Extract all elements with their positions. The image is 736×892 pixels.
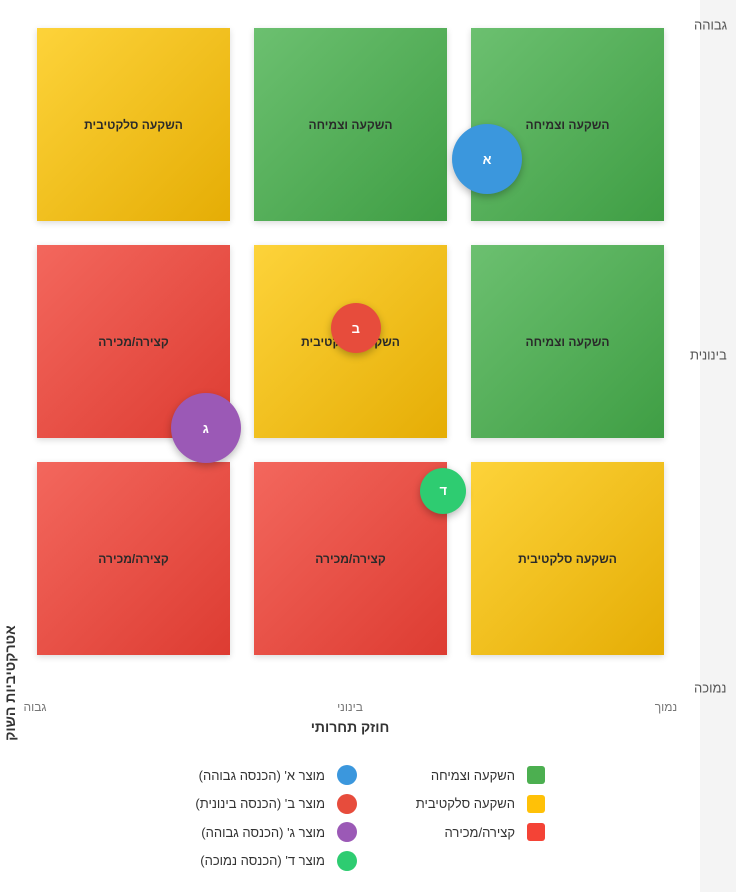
bubble-letter: ג — [202, 420, 209, 436]
y-axis-title: אטרקטיביות השוק — [2, 625, 18, 741]
legend-categories: השקעה וצמיחה השקעה סלקטיבית קצירה/מכירה — [395, 761, 545, 847]
legend-label: קצירה/מכירה — [444, 824, 515, 840]
bubble-letter: ב — [351, 320, 360, 336]
legend-label: מוצר ב' (הכנסה בינונית) — [195, 796, 325, 812]
cell-label: השקעה וצמיחה — [525, 334, 610, 349]
matrix-cell: השקעה וצמיחה — [471, 28, 664, 221]
x-tick-high: גבוה — [23, 700, 47, 714]
matrix-cell: השקעה סלקטיבית — [37, 28, 230, 221]
legend-item-product-d: מוצר ד' (הכנסה נמוכה) — [175, 847, 357, 876]
y-tick-medium: בינונית — [690, 347, 727, 363]
legend-item-product-c: מוצר ג' (הכנסה גבוהה) — [175, 818, 357, 847]
legend-item-product-b: מוצר ב' (הכנסה בינונית) — [175, 790, 357, 819]
legend-item-selective: השקעה סלקטיבית — [395, 790, 545, 819]
matrix-cell: קצירה/מכירה — [37, 245, 230, 438]
right-margin-strip — [700, 0, 736, 892]
legend-products: מוצר א' (הכנסה גבוהה) מוצר ב' (הכנסה בינ… — [175, 761, 357, 875]
cell-label: השקעה סלקטיבית — [84, 117, 183, 132]
legend-dot — [337, 850, 357, 871]
matrix-cell: השקעה וצמיחה — [471, 245, 664, 438]
x-tick-medium: בינוני — [337, 700, 363, 714]
product-bubble[interactable]: ד — [420, 467, 467, 514]
legend-dot — [337, 765, 357, 786]
y-tick-low: נמוכה — [694, 680, 727, 696]
legend-item-invest-grow: השקעה וצמיחה — [395, 761, 545, 790]
y-tick-high: גבוהה — [694, 17, 728, 33]
bubble-letter: ד — [439, 483, 448, 498]
strategy-matrix: השקעה סלקטיבית השקעה וצמיחה השקעה וצמיחה קצ… — [37, 28, 664, 655]
x-tick-low: נמוך — [654, 700, 678, 714]
legend-swatch — [527, 823, 545, 842]
cell-label: השקעה סלקטיבית — [518, 551, 617, 566]
cell-label: קצירה/מכירה — [315, 551, 386, 566]
legend-item-harvest: קצירה/מכירה — [395, 818, 545, 847]
legend-dot — [337, 793, 357, 814]
legend-swatch — [527, 766, 545, 785]
legend-item-product-a: מוצר א' (הכנסה גבוהה) — [175, 761, 357, 790]
legend-label: השקעה סלקטיבית — [415, 796, 515, 812]
legend-swatch — [527, 794, 545, 813]
legend-label: מוצר ג' (הכנסה גבוהה) — [201, 824, 325, 840]
cell-label: קצירה/מכירה — [98, 334, 169, 349]
cell-label: השקעה וצמיחה — [308, 117, 393, 132]
product-bubble[interactable]: ג — [170, 393, 241, 463]
matrix-cell: קצירה/מכירה — [254, 462, 447, 655]
legend-label: מוצר א' (הכנסה גבוהה) — [198, 767, 325, 783]
bubble-letter: א — [482, 151, 492, 167]
cell-label: קצירה/מכירה — [98, 551, 169, 566]
product-bubble[interactable]: א — [452, 124, 522, 195]
cell-label: השקעה וצמיחה — [525, 117, 610, 132]
legend-dot — [337, 822, 357, 843]
legend-label: מוצר ד' (הכנסה נמוכה) — [200, 853, 325, 869]
matrix-cell: קצירה/מכירה — [37, 462, 230, 655]
x-axis-title: חוזק תחרותי — [310, 719, 390, 735]
product-bubble[interactable]: ב — [330, 303, 381, 353]
legend-label: השקעה וצמיחה — [430, 767, 515, 783]
matrix-cell: השקעה וצמיחה — [254, 28, 447, 221]
matrix-cell: השקעה סלקטיבית — [471, 462, 664, 655]
